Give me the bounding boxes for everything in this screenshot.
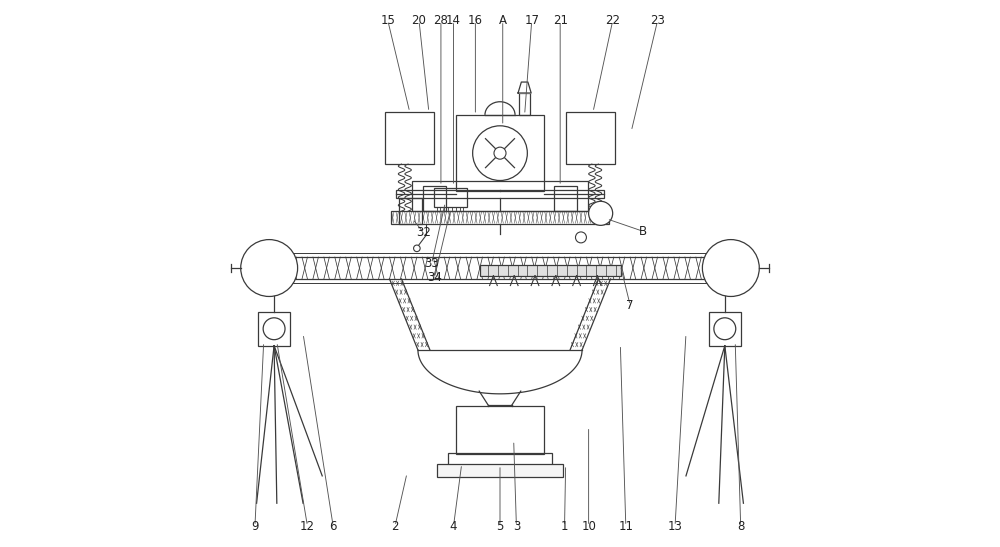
Text: 7: 7 [626, 299, 634, 312]
Text: 34: 34 [427, 271, 442, 284]
Text: 9: 9 [251, 520, 259, 533]
Text: 4: 4 [450, 520, 457, 533]
Circle shape [241, 240, 298, 296]
Text: A: A [499, 14, 507, 27]
Circle shape [589, 201, 613, 225]
Text: 21: 21 [553, 14, 568, 27]
Bar [456, 115, 544, 191]
Circle shape [263, 318, 285, 340]
Bar [258, 312, 290, 346]
Text: 33: 33 [424, 257, 439, 270]
Text: 16: 16 [468, 14, 483, 27]
Text: 10: 10 [581, 520, 596, 533]
Text: 17: 17 [524, 14, 539, 27]
Text: 15: 15 [380, 14, 395, 27]
Bar [480, 265, 621, 276]
Text: 13: 13 [668, 520, 682, 533]
Bar [566, 112, 615, 164]
Bar [396, 190, 604, 198]
Text: 22: 22 [605, 14, 620, 27]
Text: 23: 23 [650, 14, 665, 27]
Text: 20: 20 [412, 14, 426, 27]
Bar [434, 188, 467, 207]
Bar [412, 181, 588, 211]
Text: 8: 8 [737, 520, 744, 533]
Bar [554, 186, 577, 211]
Text: 32: 32 [416, 226, 431, 239]
Circle shape [575, 232, 586, 243]
Bar [385, 112, 434, 164]
Circle shape [702, 240, 759, 296]
Text: 3: 3 [513, 520, 520, 533]
Bar [456, 406, 544, 454]
Circle shape [714, 318, 736, 340]
Text: 11: 11 [618, 520, 633, 533]
Text: 14: 14 [446, 14, 461, 27]
Text: 1: 1 [561, 520, 568, 533]
Circle shape [473, 126, 527, 181]
Text: 28: 28 [433, 14, 448, 27]
Text: 6: 6 [329, 520, 337, 533]
Bar [391, 211, 609, 224]
Circle shape [494, 147, 506, 159]
Bar [423, 186, 446, 211]
Bar [519, 93, 530, 115]
Bar [437, 464, 563, 477]
Text: 5: 5 [496, 520, 504, 533]
Bar [399, 198, 422, 224]
Bar [709, 312, 741, 346]
Text: B: B [639, 225, 647, 238]
Text: 12: 12 [300, 520, 315, 533]
Text: 2: 2 [391, 520, 399, 533]
Bar [448, 453, 552, 465]
Circle shape [414, 245, 420, 252]
Polygon shape [518, 82, 531, 93]
